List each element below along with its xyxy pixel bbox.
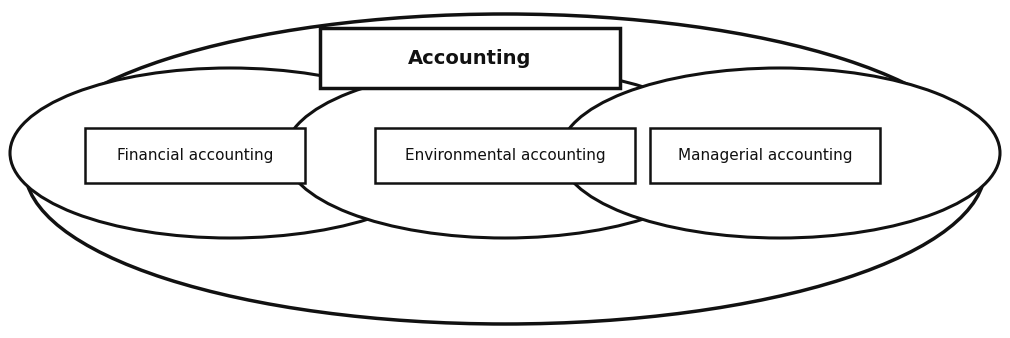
- Ellipse shape: [285, 68, 725, 238]
- FancyBboxPatch shape: [650, 128, 880, 183]
- Text: Managerial accounting: Managerial accounting: [678, 148, 852, 163]
- FancyBboxPatch shape: [320, 28, 620, 88]
- FancyBboxPatch shape: [375, 128, 635, 183]
- Ellipse shape: [560, 68, 1000, 238]
- Text: Accounting: Accounting: [408, 48, 531, 68]
- Text: Financial accounting: Financial accounting: [117, 148, 273, 163]
- Text: Environmental accounting: Environmental accounting: [405, 148, 605, 163]
- Ellipse shape: [10, 68, 450, 238]
- FancyBboxPatch shape: [85, 128, 305, 183]
